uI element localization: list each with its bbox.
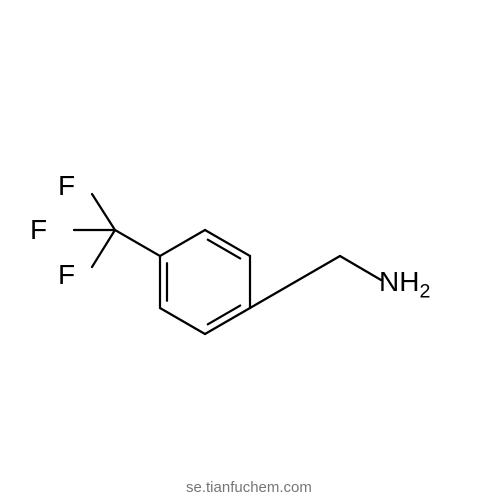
- molecule-svg: [0, 0, 500, 500]
- structure-canvas: FFFNH2: [0, 0, 500, 500]
- watermark-text: se.tianfuchem.com: [186, 479, 312, 496]
